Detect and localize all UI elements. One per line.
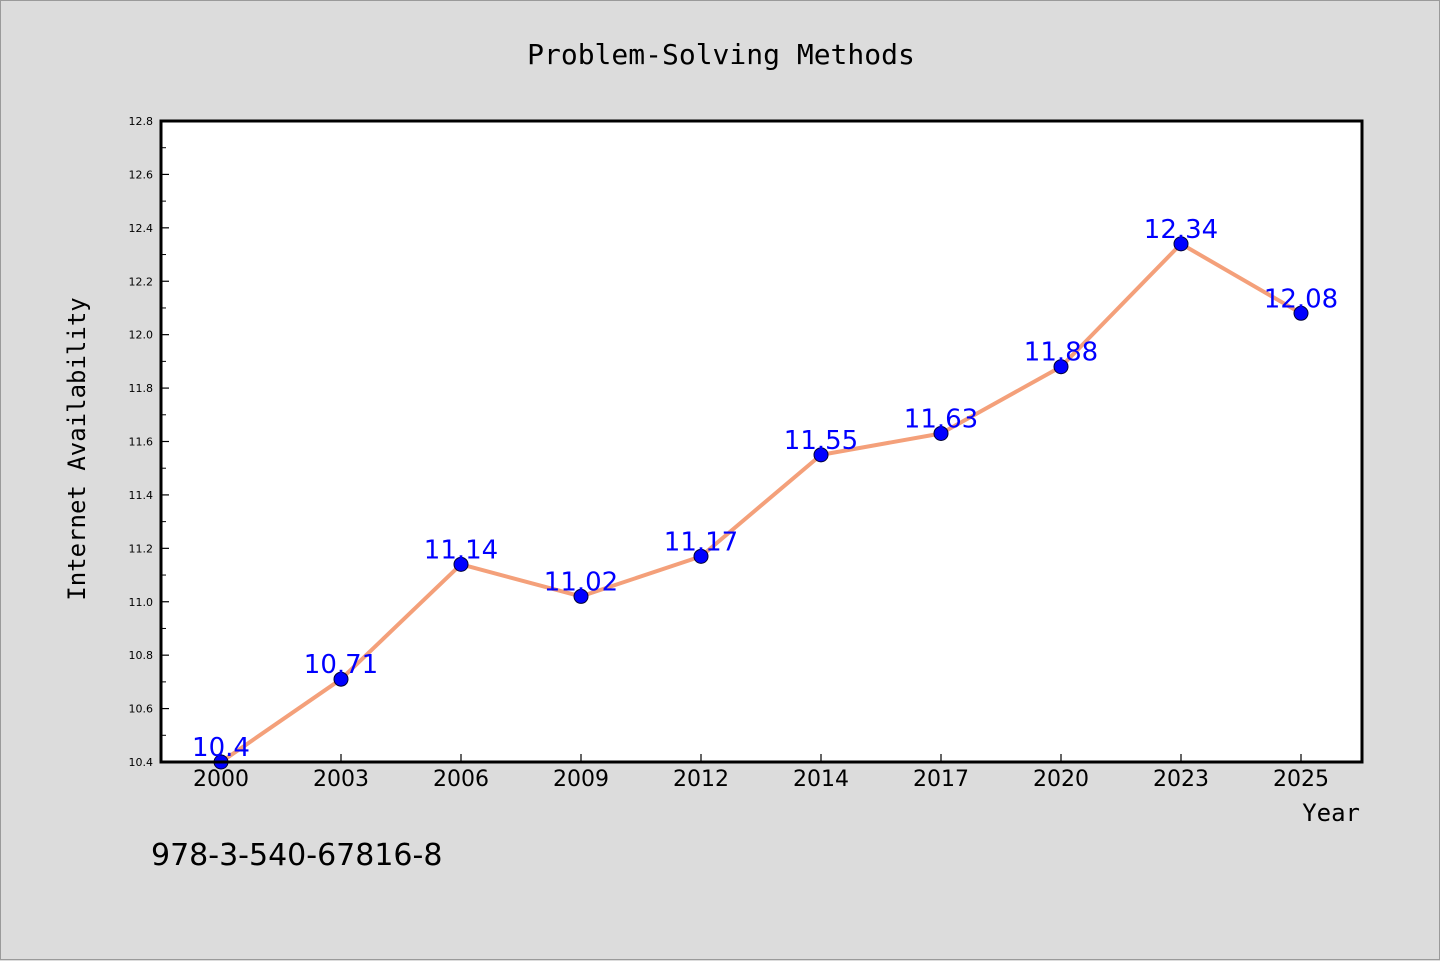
y-axis-label: Internet Availability xyxy=(63,297,91,600)
data-label: 11.88 xyxy=(1024,338,1098,368)
plot-area xyxy=(161,121,1362,762)
data-label: 11.14 xyxy=(424,535,498,565)
y-tick-label: 12.6 xyxy=(129,168,154,181)
x-tick-label: 2006 xyxy=(433,767,489,792)
data-label: 11.63 xyxy=(904,404,978,434)
y-tick-label: 12.4 xyxy=(129,222,154,235)
x-axis: 2000 2003 2006 2009 2012 2014 2017 2020 2023 2025 xyxy=(193,754,1329,792)
data-labels: 10.4 10.71 11.14 11.02 11.17 11.55 11.63 11.88 1… xyxy=(192,215,1338,763)
plot-frame xyxy=(159,119,1364,764)
data-label: 12.08 xyxy=(1264,284,1338,314)
data-point xyxy=(1053,359,1069,375)
y-tick-label: 12.0 xyxy=(129,329,154,342)
data-point xyxy=(573,588,589,604)
y-axis: 10.4 10.6 10.8 11.0 11.2 11.4 11.6 11.8 12.0 12.2… xyxy=(129,115,169,769)
data-label: 11.55 xyxy=(784,426,858,456)
data-point xyxy=(1293,305,1309,321)
data-point xyxy=(813,447,829,463)
data-point xyxy=(693,548,709,564)
series-points xyxy=(213,236,1309,770)
y-tick-label: 11.4 xyxy=(129,489,154,502)
chart-title: Problem-Solving Methods xyxy=(527,38,915,71)
x-tick-label: 2017 xyxy=(913,767,969,792)
data-label: 10.71 xyxy=(304,650,378,680)
y-tick-label: 11.0 xyxy=(129,596,154,609)
y-tick-label: 12.2 xyxy=(129,275,154,288)
data-label: 12.34 xyxy=(1144,215,1218,245)
data-label: 11.17 xyxy=(664,527,738,557)
footer-text: 978-3-540-67816-8 xyxy=(151,838,442,873)
x-tick-label: 2000 xyxy=(193,767,249,792)
y-tick-label: 10.8 xyxy=(129,649,154,662)
data-label: 11.02 xyxy=(544,567,618,597)
data-label: 10.4 xyxy=(192,733,250,763)
data-point xyxy=(933,425,949,441)
x-tick-label: 2014 xyxy=(793,767,849,792)
y-tick-label: 11.6 xyxy=(129,436,154,449)
data-point xyxy=(453,556,469,572)
x-tick-label: 2009 xyxy=(553,767,609,792)
x-tick-label: 2020 xyxy=(1033,767,1089,792)
data-point xyxy=(1173,236,1189,252)
x-tick-label: 2003 xyxy=(313,767,369,792)
x-tick-label: 2012 xyxy=(673,767,729,792)
x-axis-label: Year xyxy=(1302,799,1360,827)
y-tick-label: 10.6 xyxy=(129,703,154,716)
y-tick-label: 11.2 xyxy=(129,542,154,555)
y-tick-label: 12.8 xyxy=(129,115,154,128)
series-line xyxy=(219,241,1303,764)
x-tick-label: 2023 xyxy=(1153,767,1209,792)
data-point xyxy=(333,671,349,687)
y-tick-label: 11.8 xyxy=(129,382,154,395)
y-tick-label: 10.4 xyxy=(129,756,154,769)
x-tick-label: 2025 xyxy=(1273,767,1329,792)
